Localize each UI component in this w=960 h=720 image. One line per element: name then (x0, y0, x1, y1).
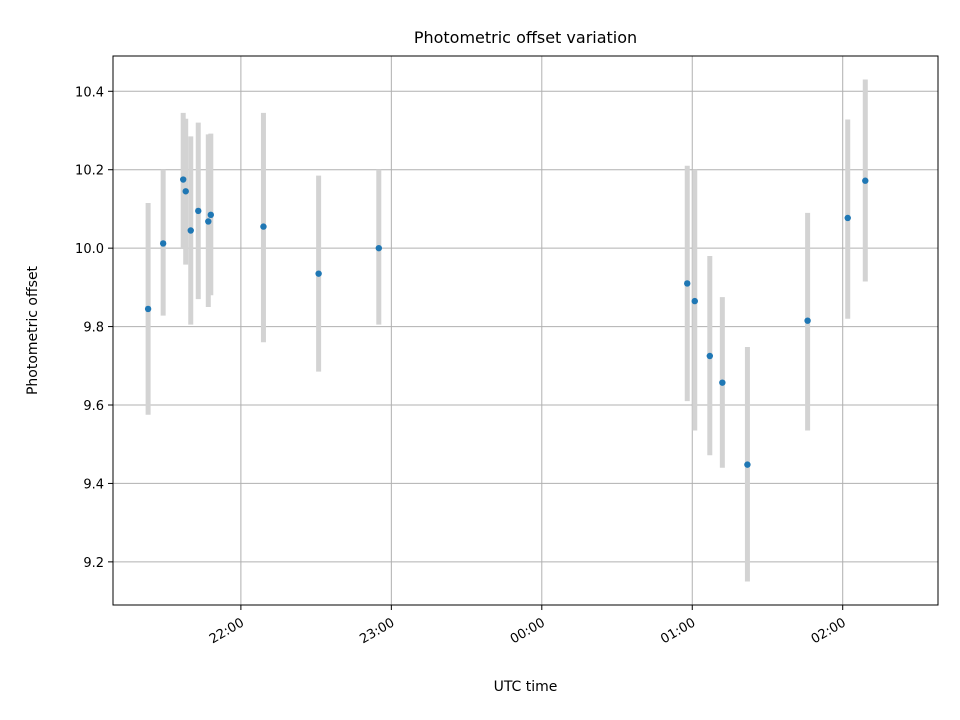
chart-title: Photometric offset variation (414, 28, 637, 47)
data-point (744, 461, 751, 468)
data-point (691, 297, 698, 305)
data-points (144, 176, 869, 468)
y-axis-ticks: 9.2 9.4 9.6 9.8 10.0 10.2 10.4 (75, 85, 113, 571)
data-point (180, 176, 187, 183)
data-point (804, 317, 811, 324)
grid-lines (113, 56, 938, 605)
data-point (706, 352, 714, 360)
data-point (260, 223, 267, 230)
data-point (144, 305, 152, 313)
data-point (195, 207, 202, 215)
y-tick-label: 9.2 (83, 556, 104, 571)
y-tick-label: 10.0 (75, 242, 104, 257)
y-tick-label: 9.4 (83, 477, 104, 492)
data-point (205, 218, 212, 225)
plot-area-frame (112, 55, 939, 606)
data-point (159, 240, 167, 247)
data-point (315, 270, 322, 277)
y-tick-label: 9.6 (83, 399, 104, 414)
data-point (862, 177, 869, 184)
y-tick-label: 9.8 (83, 321, 104, 336)
data-point (719, 379, 726, 386)
y-tick-label: 10.4 (75, 85, 104, 100)
data-point (207, 211, 214, 219)
y-tick-label: 10.2 (75, 164, 104, 179)
y-axis-label: Photometric offset (25, 265, 41, 395)
data-point (187, 227, 194, 234)
data-point (375, 244, 383, 252)
data-point (684, 280, 691, 287)
data-point (844, 214, 851, 222)
data-point (182, 188, 189, 195)
x-axis-label: UTC time (494, 679, 558, 695)
